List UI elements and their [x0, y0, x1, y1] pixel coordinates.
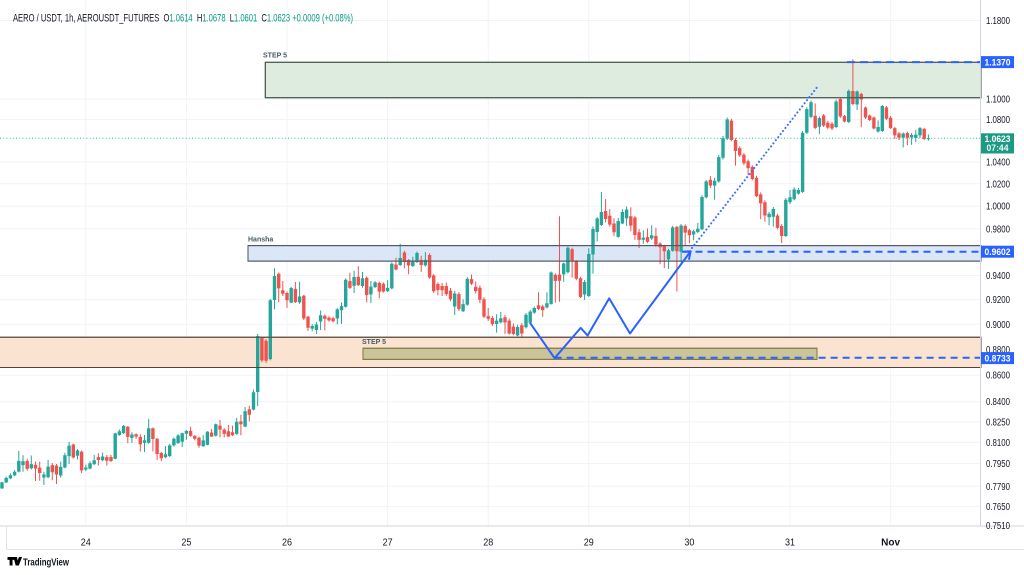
svg-text:TradingView: TradingView: [23, 558, 69, 569]
svg-text:1.1800: 1.1800: [986, 16, 1010, 27]
svg-text:1.1370: 1.1370: [985, 57, 1011, 67]
svg-text:1.0800: 1.0800: [986, 115, 1010, 126]
svg-text:29: 29: [584, 538, 594, 549]
svg-text:STEP 5: STEP 5: [362, 339, 386, 346]
svg-text:0.7650: 0.7650: [986, 502, 1010, 513]
svg-text:1.0400: 1.0400: [986, 158, 1010, 169]
svg-text:Hansha: Hansha: [248, 237, 273, 244]
svg-text:STEP 5: STEP 5: [263, 53, 287, 60]
svg-text:0.7510: 0.7510: [986, 521, 1010, 532]
svg-text:AERO / USDT, 1h, AEROUSDT_FUTU: AERO / USDT, 1h, AEROUSDT_FUTURES O1.061…: [13, 13, 353, 25]
svg-text:31: 31: [785, 538, 795, 549]
svg-text:0.9602: 0.9602: [985, 247, 1011, 257]
svg-text:0.7790: 0.7790: [986, 482, 1010, 493]
svg-text:0.9000: 0.9000: [986, 320, 1010, 331]
svg-text:26: 26: [282, 538, 292, 549]
svg-text:0.7950: 0.7950: [986, 459, 1010, 470]
svg-text:25: 25: [181, 538, 191, 549]
svg-text:1.0200: 1.0200: [986, 179, 1010, 190]
svg-text:0.8800: 0.8800: [986, 345, 1010, 356]
svg-text:27: 27: [383, 538, 393, 549]
svg-text:0.8600: 0.8600: [986, 371, 1010, 382]
svg-text:28: 28: [483, 538, 493, 549]
svg-text:0.9800: 0.9800: [986, 224, 1010, 235]
svg-text:30: 30: [684, 538, 694, 549]
svg-text:24: 24: [81, 538, 91, 549]
svg-text:0.8733: 0.8733: [985, 353, 1011, 363]
svg-text:0.8250: 0.8250: [986, 417, 1010, 428]
svg-text:0.9400: 0.9400: [986, 271, 1010, 282]
svg-text:1.1000: 1.1000: [986, 95, 1010, 106]
svg-text:1.0623: 1.0623: [985, 134, 1011, 144]
svg-text:Nov: Nov: [881, 538, 900, 549]
svg-text:07:44: 07:44: [987, 143, 1009, 153]
svg-text:0.8400: 0.8400: [986, 397, 1010, 408]
svg-text:0.9200: 0.9200: [986, 295, 1010, 306]
svg-text:1.0000: 1.0000: [986, 202, 1010, 213]
svg-text:0.8100: 0.8100: [986, 438, 1010, 449]
